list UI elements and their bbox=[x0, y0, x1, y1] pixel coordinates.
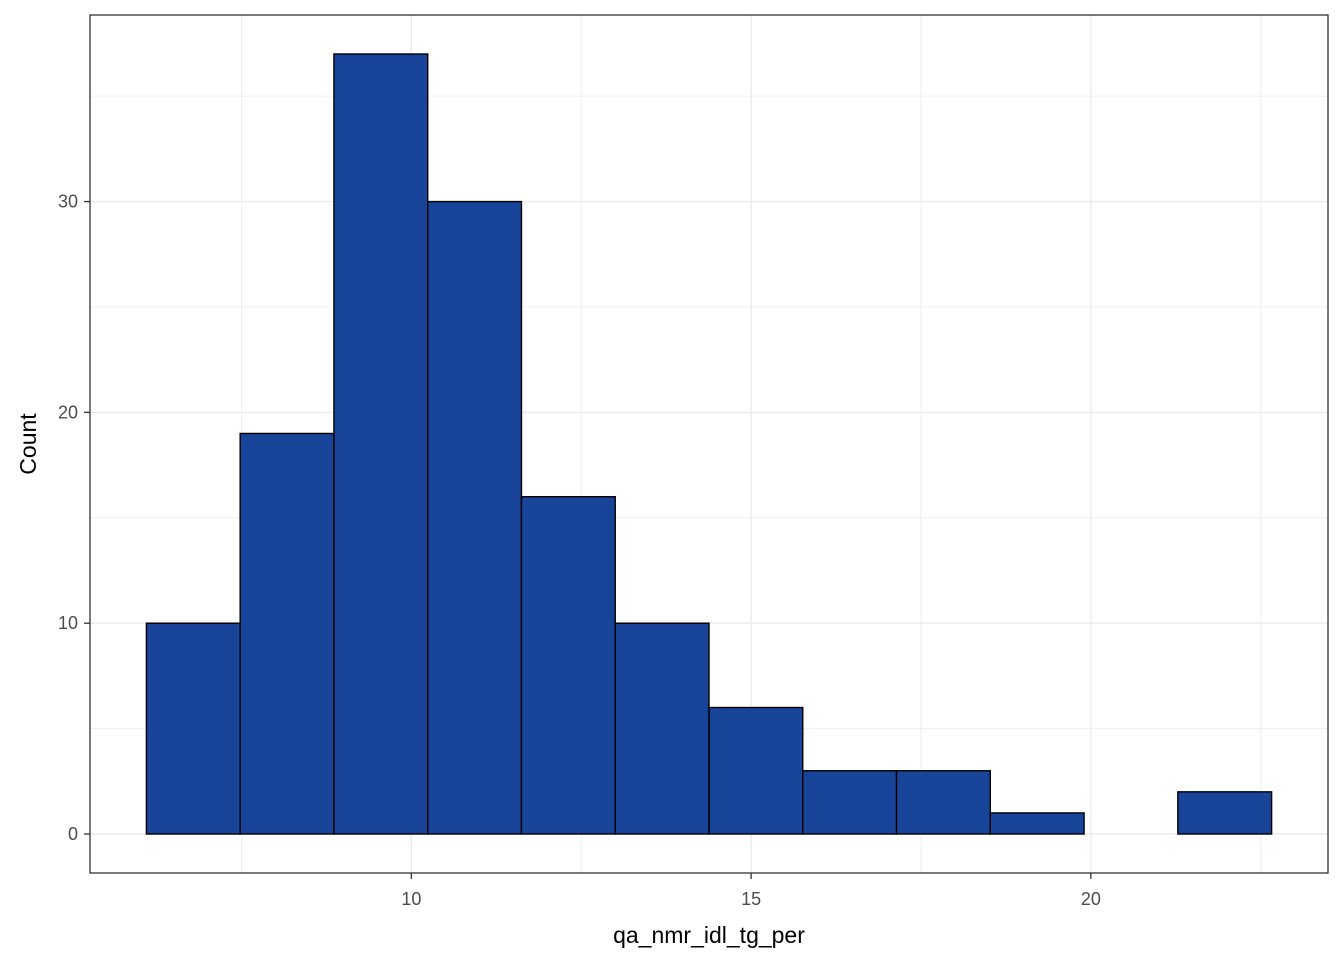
histogram-bar-1 bbox=[145, 622, 241, 835]
histogram-bar-5 bbox=[520, 496, 616, 835]
x-tick-label: 10 bbox=[401, 889, 421, 909]
histogram-bar-9 bbox=[895, 770, 992, 835]
histogram-bar-7 bbox=[708, 706, 804, 835]
histogram-bar-10 bbox=[989, 812, 1085, 835]
y-axis-title: Count bbox=[15, 413, 41, 475]
histogram-bar-4 bbox=[426, 200, 523, 835]
histogram-bar-6 bbox=[614, 622, 710, 835]
y-axis-ticks: 0 10 20 30 bbox=[58, 192, 90, 844]
y-tick-label: 10 bbox=[58, 613, 78, 633]
histogram-bar-8 bbox=[802, 770, 898, 835]
minor-gridlines bbox=[90, 15, 1328, 873]
histogram-bar-2 bbox=[239, 432, 335, 835]
plot-border bbox=[89, 14, 1329, 874]
x-axis-ticks: 10 15 20 bbox=[401, 873, 1101, 909]
histogram-bar-3 bbox=[333, 53, 429, 835]
histogram-bar-12 bbox=[1177, 791, 1273, 835]
y-tick-label: 20 bbox=[58, 402, 78, 422]
x-tick-label: 20 bbox=[1081, 889, 1101, 909]
y-tick-label: 0 bbox=[68, 824, 78, 844]
y-tick-label: 30 bbox=[58, 192, 78, 212]
x-axis-title: qa_nmr_idl_tg_per bbox=[613, 922, 805, 948]
histogram-bars bbox=[145, 53, 1273, 835]
x-tick-label: 15 bbox=[741, 889, 761, 909]
